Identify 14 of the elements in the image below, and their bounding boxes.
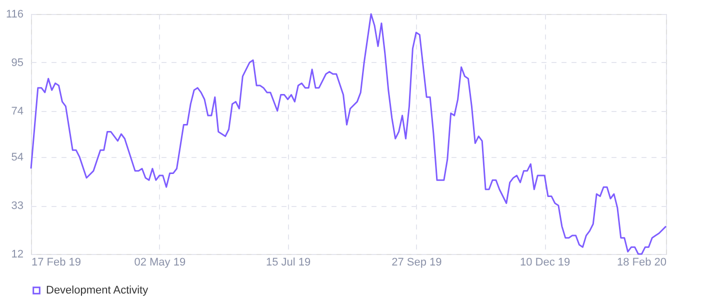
x-tick-label: 27 Sep 19 (392, 256, 442, 268)
x-tick-label: 15 Jul 19 (266, 256, 311, 268)
y-tick-label: 116 (6, 8, 24, 20)
y-tick-label: 12 (11, 248, 24, 260)
y-tick-label: 54 (11, 152, 24, 164)
line-series (30, 13, 667, 255)
y-tick-label: 33 (11, 200, 24, 212)
x-tick-label: 18 Feb 20 (616, 256, 666, 268)
x-tick-label: 02 May 19 (134, 256, 186, 268)
y-tick-label: 95 (11, 56, 24, 69)
x-tick-label: 17 Feb 19 (32, 256, 82, 268)
x-tick-label: 10 Dec 19 (520, 256, 570, 268)
legend-label: Development Activity (46, 284, 149, 296)
y-tick-label: 74 (11, 105, 24, 118)
